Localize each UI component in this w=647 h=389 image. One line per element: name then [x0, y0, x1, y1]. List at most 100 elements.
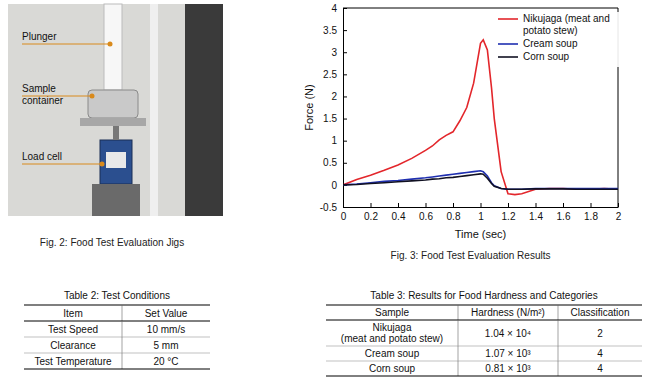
legend-swatch — [498, 56, 518, 58]
table-rule — [326, 361, 642, 362]
table-divider — [458, 346, 459, 361]
x-tick: 1.8 — [584, 203, 598, 222]
x-axis-title: Time (sec) — [455, 228, 507, 240]
y-tick-label: 0 — [331, 180, 337, 191]
chart: 00.20.40.60.811.21.41.61.82-0.500.511.52… — [303, 3, 644, 261]
y-tick: 3 — [331, 47, 347, 58]
x-tick-label: 0.4 — [392, 211, 406, 222]
table-title: Table 3: Results for Food Hardness and C… — [370, 290, 597, 301]
load-cell-label — [106, 152, 126, 168]
table-header-cell: Classification — [571, 307, 630, 318]
y-tick-label: 2 — [331, 91, 337, 102]
table-header-cell: Hardness (N/m²) — [471, 307, 545, 318]
y-tick-label: 3.5 — [323, 25, 337, 36]
table-rule — [24, 304, 210, 305]
photo-column — [150, 4, 158, 216]
table-divider — [122, 305, 123, 321]
figure-2: PlungerSample containerLoad cellFig. 2: … — [8, 4, 223, 248]
x-tick-label: 1.8 — [584, 211, 598, 222]
legend-swatch — [498, 43, 518, 45]
photo-background — [8, 4, 223, 216]
table-cell: 20 °C — [153, 356, 178, 367]
x-tick: 0.8 — [447, 203, 461, 222]
table-cell: Corn soup — [369, 363, 416, 374]
table: Table 3: Results for Food Hardness and C… — [326, 290, 642, 376]
table-rule — [326, 346, 642, 347]
table-divider — [558, 320, 559, 346]
legend: Nikujaga (meat and potato stew) Cream sou… — [494, 12, 644, 67]
legend-label: Corn soup — [523, 51, 570, 62]
x-axis-line — [344, 207, 619, 208]
y-tick: 0.5 — [323, 157, 347, 168]
legend-label: Cream soup — [523, 38, 578, 49]
photo-label: Sample container — [22, 83, 64, 106]
x-axis: 00.20.40.60.811.21.41.61.82 — [341, 203, 622, 222]
x-tick: 1 — [478, 203, 484, 222]
legend-swatch — [498, 18, 518, 20]
table-cell: Clearance — [50, 340, 96, 351]
x-tick-label: 0.8 — [447, 211, 461, 222]
table-rule — [326, 320, 642, 321]
y-axis-line — [343, 9, 344, 208]
y-axis-title: Force (N) — [303, 84, 315, 130]
x-tick: 0.4 — [392, 203, 406, 222]
table-rule — [24, 321, 210, 322]
table-header-cell: Item — [63, 308, 82, 319]
y-tick-mark — [343, 74, 347, 75]
x-tick-label: 1.6 — [557, 211, 571, 222]
label-dot — [90, 94, 95, 99]
x-tick: 0.2 — [364, 203, 378, 222]
table-cell: 10 mm/s — [147, 324, 185, 335]
x-tick-mark — [508, 203, 509, 207]
y-tick-mark — [343, 119, 347, 120]
table-title: Table 2: Test Conditions — [64, 290, 170, 301]
connector — [113, 126, 119, 140]
x-tick-mark — [536, 203, 537, 207]
y-tick-label: 1.5 — [323, 113, 337, 124]
y-tick: 1 — [331, 135, 347, 146]
table-cell: 1.04 × 10⁴ — [485, 328, 531, 339]
x-tick-mark — [563, 203, 564, 207]
table-rule — [326, 304, 642, 305]
y-tick-mark — [343, 207, 347, 208]
y-tick: 1.5 — [323, 113, 347, 124]
y-tick: 2 — [331, 91, 347, 102]
x-tick-mark — [371, 203, 372, 207]
legend-label: Nikujaga (meat and potato stew) — [523, 13, 613, 36]
table-header-cell: Set Value — [145, 308, 188, 319]
label-dot — [100, 162, 105, 167]
y-tick-mark — [343, 163, 347, 164]
x-tick-mark — [591, 203, 592, 207]
table-divider — [458, 305, 459, 320]
x-tick-mark — [481, 203, 482, 207]
label-leader — [22, 164, 102, 165]
table-cell: Test Speed — [48, 324, 98, 335]
table: Table 2: Test Conditions Item Set Value Tes… — [24, 290, 210, 369]
table-cell: 0.81 × 10³ — [485, 363, 531, 374]
table-rule — [24, 369, 210, 370]
x-tick-label: 0 — [341, 211, 347, 222]
sample-container — [88, 90, 138, 118]
table-cell: Cream soup — [365, 348, 420, 359]
x-tick: 1.2 — [502, 203, 516, 222]
label-leader — [22, 96, 92, 97]
frame-top — [343, 8, 618, 9]
table-rule — [24, 353, 210, 354]
y-tick-label: 3 — [331, 47, 337, 58]
label-dot — [108, 42, 113, 47]
table-divider — [122, 321, 123, 337]
table-divider — [122, 337, 123, 353]
x-tick-mark — [453, 203, 454, 207]
table-cell: 4 — [597, 348, 603, 359]
x-tick: 1.6 — [557, 203, 571, 222]
figure-caption: Fig. 2: Food Test Evaluation Jigs — [40, 237, 184, 248]
base — [92, 184, 140, 216]
legend-box — [494, 12, 644, 67]
photo-label: Load cell — [22, 151, 62, 162]
photo-frame-dark — [185, 4, 223, 216]
y-tick: 3.5 — [323, 25, 347, 36]
chart-caption: Fig. 3: Food Test Evaluation Results — [391, 250, 551, 261]
plunger — [104, 4, 122, 90]
table-cell: Nikujaga — [373, 322, 412, 333]
x-tick: 1.4 — [529, 203, 543, 222]
